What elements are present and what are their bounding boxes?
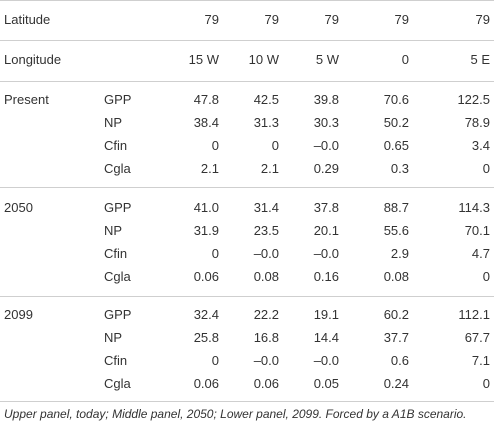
table-cell: 2.9 <box>390 246 409 261</box>
table-cell: 7.1 <box>471 353 490 368</box>
table-cell: 22.2 <box>253 307 279 322</box>
period-label: Present <box>4 92 49 107</box>
table-cell: 60.2 <box>383 307 409 322</box>
table-cell: 67.7 <box>464 330 490 345</box>
rule-bottom <box>0 401 494 402</box>
table-cell: 37.7 <box>383 330 409 345</box>
table-cell: 4.7 <box>471 246 490 261</box>
table-cell: 30.3 <box>313 115 339 130</box>
period-label: 2099 <box>4 307 33 322</box>
variable-label: Cfin <box>104 353 128 368</box>
variable-label: Cgla <box>104 269 131 284</box>
table-cell: 55.6 <box>383 223 409 238</box>
table-cell: 31.9 <box>193 223 219 238</box>
table-cell: –0.0 <box>313 138 339 153</box>
table-caption: Upper panel, today; Middle panel, 2050; … <box>4 407 467 421</box>
table-cell: 0 <box>482 376 490 391</box>
table-cell: 79 <box>264 12 279 27</box>
variable-label: GPP <box>104 307 132 322</box>
table-cell: 16.8 <box>253 330 279 345</box>
table-cell: 70.1 <box>464 223 490 238</box>
variable-label: Cgla <box>104 376 131 391</box>
rule-after-2050 <box>0 296 494 297</box>
variable-label: Cgla <box>104 161 131 176</box>
row-label: Longitude <box>4 52 62 67</box>
variable-label: GPP <box>104 92 132 107</box>
table-cell: 15 W <box>188 52 219 67</box>
table-cell: 0.06 <box>193 376 219 391</box>
table-cell: 112.1 <box>458 307 490 322</box>
rule-after-latitude <box>0 40 494 41</box>
table-cell: 0.16 <box>313 269 339 284</box>
table-cell: 42.5 <box>253 92 279 107</box>
row-label: Latitude <box>4 12 51 27</box>
variable-label: NP <box>104 115 123 130</box>
table-cell: 10 W <box>248 52 279 67</box>
table-cell: 0 <box>271 138 279 153</box>
table-cell: 39.8 <box>313 92 339 107</box>
table-cell: 0.24 <box>383 376 409 391</box>
table-cell: 41.0 <box>193 200 219 215</box>
table-cell: 79 <box>394 12 409 27</box>
rule-after-present <box>0 187 494 188</box>
table-cell: 0.06 <box>253 376 279 391</box>
period-label: 2050 <box>4 200 33 215</box>
rule-top <box>0 0 494 1</box>
table-cell: 0.3 <box>390 161 409 176</box>
table-cell: 0 <box>482 161 490 176</box>
table-cell: 5 W <box>315 52 339 67</box>
table-cell: 122.5 <box>457 92 490 107</box>
table-cell: –0.0 <box>253 353 279 368</box>
table-cell: 31.3 <box>253 115 279 130</box>
variable-label: NP <box>104 330 123 345</box>
table-cell: 32.4 <box>193 307 219 322</box>
table-cell: 2.1 <box>200 161 219 176</box>
table-cell: 88.7 <box>383 200 409 215</box>
table-cell: 79 <box>324 12 339 27</box>
table-cell: 0.05 <box>313 376 339 391</box>
table-cell: 79 <box>475 12 490 27</box>
table-cell: 0.65 <box>383 138 409 153</box>
table-cell: 114.3 <box>458 200 490 215</box>
table-cell: 19.1 <box>313 307 339 322</box>
table-cell: 0.6 <box>390 353 409 368</box>
table-cell: 2.1 <box>260 161 279 176</box>
rule-after-longitude <box>0 81 494 82</box>
variable-label: Cfin <box>104 246 128 261</box>
table-cell: 20.1 <box>313 223 339 238</box>
variable-label: Cfin <box>104 138 128 153</box>
table-cell: 23.5 <box>253 223 279 238</box>
table-cell: 14.4 <box>313 330 339 345</box>
table-cell: 5 E <box>470 52 490 67</box>
table-cell: 50.2 <box>383 115 409 130</box>
table-cell: –0.0 <box>313 246 339 261</box>
table-cell: 0.08 <box>253 269 279 284</box>
table-cell: 70.6 <box>383 92 409 107</box>
table-cell: 0 <box>401 52 409 67</box>
table-cell: 0 <box>211 246 219 261</box>
table-cell: 3.4 <box>471 138 490 153</box>
variable-label: NP <box>104 223 123 238</box>
table-cell: 78.9 <box>464 115 490 130</box>
table-cell: –0.0 <box>253 246 279 261</box>
table-cell: 0 <box>211 353 219 368</box>
table-cell: 0 <box>211 138 219 153</box>
table-cell: 47.8 <box>193 92 219 107</box>
table-cell: 0.08 <box>383 269 409 284</box>
table-cell: –0.0 <box>313 353 339 368</box>
table-cell: 79 <box>204 12 219 27</box>
table-cell: 25.8 <box>193 330 219 345</box>
table-cell: 0.29 <box>313 161 339 176</box>
table-cell: 38.4 <box>193 115 219 130</box>
table-cell: 0 <box>482 269 490 284</box>
variable-label: GPP <box>104 200 132 215</box>
table-cell: 31.4 <box>253 200 279 215</box>
table-cell: 37.8 <box>313 200 339 215</box>
table-cell: 0.06 <box>193 269 219 284</box>
